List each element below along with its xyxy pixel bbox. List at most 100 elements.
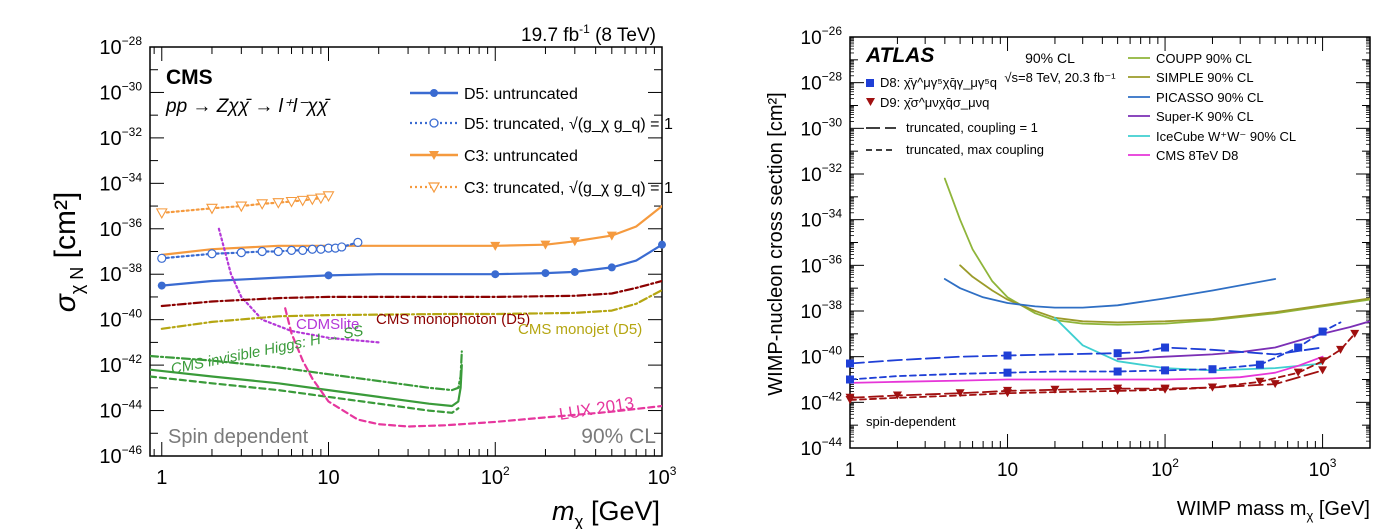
y-tick-label: 10−36 (99, 216, 142, 241)
series-line-0-7 (150, 350, 463, 392)
data-point-1-6 (1161, 343, 1170, 352)
cms-y-axis-title: σχ N [cm²] (49, 192, 87, 313)
series-line-1-5 (850, 355, 1324, 384)
data-point-1-8 (1318, 366, 1328, 375)
cms-series (150, 194, 662, 428)
data-point-0-0 (322, 191, 335, 202)
y-tick-label: 10−28 (99, 34, 142, 59)
x-tick-label: 102 (1151, 456, 1179, 481)
monojet-label: CMS monojet (D5) (518, 321, 642, 338)
atlas-spin-dependent-label: spin-dependent (866, 414, 956, 429)
data-point-0-0 (314, 193, 327, 205)
legend-d9: D9: χ̄σ^μνχq̄σ_μνq (880, 95, 989, 110)
cms-cl-label: 90% CL (581, 425, 656, 448)
x-tick-label: 10 (997, 460, 1018, 481)
data-point-0-1 (490, 241, 501, 251)
x-tick-label: 102 (481, 464, 510, 489)
x-tick-label: 103 (648, 464, 677, 489)
x-tick-label: 103 (1309, 456, 1337, 481)
legend-picasso: PICASSO 90% CL (1156, 90, 1264, 105)
cms-lumi-label: 19.7 fb-1 (8 TeV) (521, 22, 656, 46)
cms-axis-ticks (150, 46, 663, 457)
x-tick-label: 1 (156, 467, 167, 489)
series-line-1-1 (959, 264, 1370, 324)
atlas-legend-left: D8: χ̄γ^μγ⁵χq̄γ_μγ⁵q D9: χ̄σ^μνχq̄σ_μνq … (866, 75, 1044, 157)
y-tick-label: 10−30 (99, 79, 142, 104)
atlas-cl-label: 90% CL (1025, 50, 1075, 66)
atlas-x-tick-labels: 1 10 102 103 (845, 456, 1337, 481)
cdmslite-label: CDMSlite (296, 316, 359, 333)
series-line-1-3 (1116, 320, 1370, 360)
lux-label: LUX 2013 (558, 393, 636, 424)
data-point-0-0 (206, 203, 218, 215)
data-point-0-0 (256, 199, 269, 210)
legend-cms-d8: CMS 8TeV D8 (1156, 148, 1238, 163)
series-line-1-6 (850, 346, 1324, 365)
data-point-0-2 (257, 246, 267, 257)
data-point-1-9 (1255, 377, 1265, 386)
legend-superk: Super-K 90% CL (1156, 109, 1254, 124)
y-tick-label: 10−34 (99, 170, 142, 195)
data-point-0-0 (155, 208, 168, 220)
y-tick-label: 10−38 (801, 298, 843, 323)
legend-coupp: COUPP 90% CL (1156, 51, 1252, 66)
data-point-1-7 (846, 375, 854, 384)
data-point-1-9 (845, 396, 855, 405)
atlas-axis-ticks (849, 36, 1371, 449)
legend-d5-truncated: D5: truncated, √(g_χ g_q) = 1 (464, 116, 673, 133)
series-line-1-7 (850, 321, 1342, 381)
cms-y-tick-labels: 10−28 10−30 10−32 10−34 10−36 10−38 10−40 10−42… (99, 34, 142, 468)
y-tick-label: 10−40 (99, 307, 142, 332)
series-line-0-10 (284, 307, 662, 428)
data-point-1-9 (1113, 386, 1123, 395)
data-point-1-7 (1003, 368, 1012, 377)
data-point-0-0 (285, 196, 298, 208)
series-line-1-8 (850, 369, 1324, 399)
cms-spin-dependent-label: Spin dependent (168, 426, 309, 448)
data-point-0-3 (570, 267, 579, 276)
data-point-1-9 (1003, 389, 1013, 398)
data-point-0-0 (235, 201, 248, 213)
cms-x-tick-labels: 1 10 102 103 (156, 464, 677, 489)
legend-c3-untruncated: C3: untruncated (464, 148, 578, 165)
legend-simple: SIMPLE 90% CL (1156, 70, 1254, 85)
data-point-1-7 (1208, 365, 1217, 374)
series-line-1-2 (943, 278, 1277, 309)
legend-icecube: IceCube W⁺W⁻ 90% CL (1156, 129, 1296, 144)
legend-d8: D8: χ̄γ^μγ⁵χq̄γ_μγ⁵q (880, 75, 997, 90)
cms-chart: 1 10 102 103 10−28 10−30 10−32 10−34 10−36 10−38… (49, 22, 677, 529)
series-line-1-4 (1054, 316, 1324, 372)
series-line-0-3 (160, 243, 662, 287)
atlas-x-axis-title: WIMP mass mχ [GeV] (1177, 498, 1370, 523)
series-line-0-6 (160, 289, 662, 330)
data-point-0-3 (324, 271, 333, 280)
cms-markers (155, 191, 666, 290)
data-point-0-2 (337, 242, 347, 252)
y-tick-label: 10−42 (801, 389, 843, 414)
data-point-0-2 (353, 237, 363, 248)
data-point-0-2 (316, 244, 326, 254)
cms-x-axis-title: mχ [GeV] (552, 496, 660, 529)
legend-coupling-1: truncated, coupling = 1 (906, 120, 1038, 135)
data-point-1-7 (1255, 360, 1264, 369)
y-tick-label: 10−40 (801, 344, 843, 369)
data-point-0-2 (207, 249, 217, 259)
data-point-1-8 (892, 391, 902, 400)
monophoton-label: CMS monophoton (D5) (376, 311, 530, 328)
data-point-0-2 (298, 245, 308, 255)
data-point-0-2 (157, 253, 167, 263)
data-point-0-1 (540, 240, 551, 250)
data-point-1-6 (1113, 349, 1122, 358)
legend-d5-untruncated: D5: untruncated (464, 86, 578, 103)
data-point-0-3 (157, 281, 166, 290)
data-point-0-0 (306, 194, 319, 206)
x-tick-label: 10 (317, 467, 339, 489)
data-point-1-9 (1207, 383, 1217, 392)
data-point-1-9 (1318, 357, 1328, 366)
data-point-1-6 (1003, 351, 1012, 360)
data-point-0-2 (236, 248, 246, 258)
y-tick-label: 10−34 (801, 207, 843, 232)
y-tick-label: 10−38 (99, 261, 142, 286)
data-point-0-0 (272, 198, 285, 209)
y-tick-label: 10−44 (99, 398, 142, 423)
